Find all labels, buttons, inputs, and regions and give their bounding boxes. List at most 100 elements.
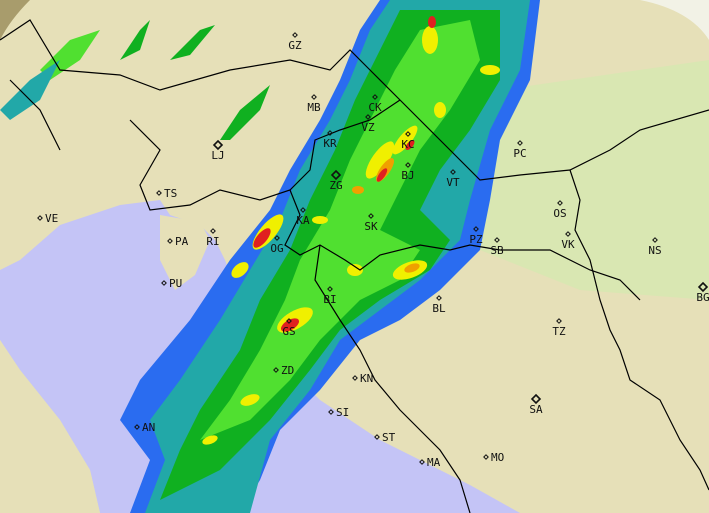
city-ka: KA	[296, 207, 310, 227]
city-label: AN	[142, 421, 155, 434]
city-label: OG	[270, 242, 283, 255]
city-marker-icon	[372, 94, 378, 100]
city-label: ST	[382, 431, 396, 444]
city-og: OG	[270, 235, 284, 255]
city-label: CK	[368, 101, 382, 114]
border-line	[569, 169, 709, 491]
city-label: TZ	[552, 325, 566, 338]
city-label: PU	[169, 277, 182, 290]
city-si: SI	[328, 406, 349, 419]
city-label: SK	[364, 220, 378, 233]
city-marker-icon	[405, 162, 411, 168]
radar-echo-cell	[365, 141, 395, 179]
city-label: OS	[553, 207, 566, 220]
radar-echo-cell	[405, 140, 415, 150]
radar-echo-cell	[202, 435, 218, 445]
city-label: ZD	[281, 364, 294, 377]
radar-echo-cell	[231, 262, 249, 278]
city-label: KR	[323, 137, 337, 150]
radar-echo-area	[170, 25, 215, 60]
city-label: MA	[427, 456, 441, 469]
radar-echo-cell	[280, 318, 300, 332]
city-marker-icon	[374, 434, 380, 440]
city-vt: VT	[446, 169, 460, 189]
city-gz: GZ	[288, 32, 302, 52]
city-label: MB	[307, 101, 321, 114]
city-label: SI	[336, 406, 349, 419]
city-sa: SA	[529, 393, 543, 416]
city-marker-icon	[419, 459, 425, 465]
city-marker-icon	[556, 318, 562, 324]
radar-echoes	[0, 0, 540, 513]
city-label: KN	[360, 372, 373, 385]
city-label: NS	[648, 244, 661, 257]
city-zg: ZG	[329, 169, 343, 192]
city-label: RI	[206, 235, 219, 248]
city-pa: PA	[167, 235, 189, 248]
radar-echo-cell	[422, 26, 438, 54]
city-marker-icon	[557, 200, 563, 206]
city-zd: ZD	[273, 364, 294, 377]
city-marker-icon	[473, 226, 479, 232]
border-line	[0, 19, 709, 181]
city-marker-icon	[652, 237, 658, 243]
city-label: KC	[401, 138, 414, 151]
city-label: GZ	[288, 39, 302, 52]
city-marker-icon	[450, 169, 456, 175]
city-label: GS	[282, 325, 295, 338]
city-label: BJ	[401, 169, 414, 182]
city-marker-icon	[436, 295, 442, 301]
radar-echo-cell	[428, 16, 436, 28]
city-marker-icon	[517, 140, 523, 146]
city-label: ZG	[329, 179, 342, 192]
city-label: LJ	[211, 149, 224, 162]
city-ma: MA	[419, 456, 441, 469]
city-pu: PU	[161, 277, 182, 290]
city-marker-icon	[311, 94, 317, 100]
city-label: VZ	[361, 121, 375, 134]
radar-echo-cell	[480, 65, 500, 75]
city-marker-icon	[156, 190, 162, 196]
city-label: VE	[45, 212, 58, 225]
city-lj: LJ	[211, 139, 225, 162]
city-label: MO	[491, 451, 504, 464]
city-bi: BI	[323, 286, 337, 306]
city-kn: KN	[352, 372, 373, 385]
city-label: KA	[296, 214, 310, 227]
city-label: PC	[513, 147, 526, 160]
radar-echo-area	[0, 60, 60, 120]
city-label: PA	[175, 235, 189, 248]
city-ve: VE	[37, 212, 58, 225]
city-marker-icon	[210, 228, 216, 234]
outside-range-top-right	[640, 0, 709, 40]
radar-echo-area	[120, 20, 150, 60]
city-bl: BL	[432, 295, 446, 315]
city-label: SA	[529, 403, 543, 416]
city-os: OS	[553, 200, 567, 220]
city-label: BG	[696, 291, 709, 304]
city-marker-icon	[494, 237, 500, 243]
city-ri: RI	[206, 228, 220, 248]
city-marker-icon	[328, 409, 334, 415]
radar-echo-cell	[434, 102, 446, 118]
istria-peninsula	[160, 215, 210, 290]
city-marker-icon	[274, 235, 280, 241]
city-kc: KC	[401, 131, 415, 151]
city-marker-icon	[352, 375, 358, 381]
radar-echo-cell	[253, 228, 271, 248]
city-ns: NS	[648, 237, 662, 257]
border-line	[314, 244, 471, 513]
city-an: AN	[134, 421, 155, 434]
city-marker-icon	[365, 114, 371, 120]
radar-echo-cell	[240, 394, 260, 406]
radar-echo-cell	[392, 125, 418, 155]
city-label: VK	[561, 238, 575, 251]
city-pc: PC	[513, 140, 527, 160]
city-mb: MB	[307, 94, 321, 114]
radar-echo-cell	[352, 186, 364, 194]
city-st: ST	[374, 431, 396, 444]
city-marker-icon	[286, 318, 292, 324]
city-pz: PZ	[469, 226, 483, 246]
city-label: BI	[323, 293, 336, 306]
